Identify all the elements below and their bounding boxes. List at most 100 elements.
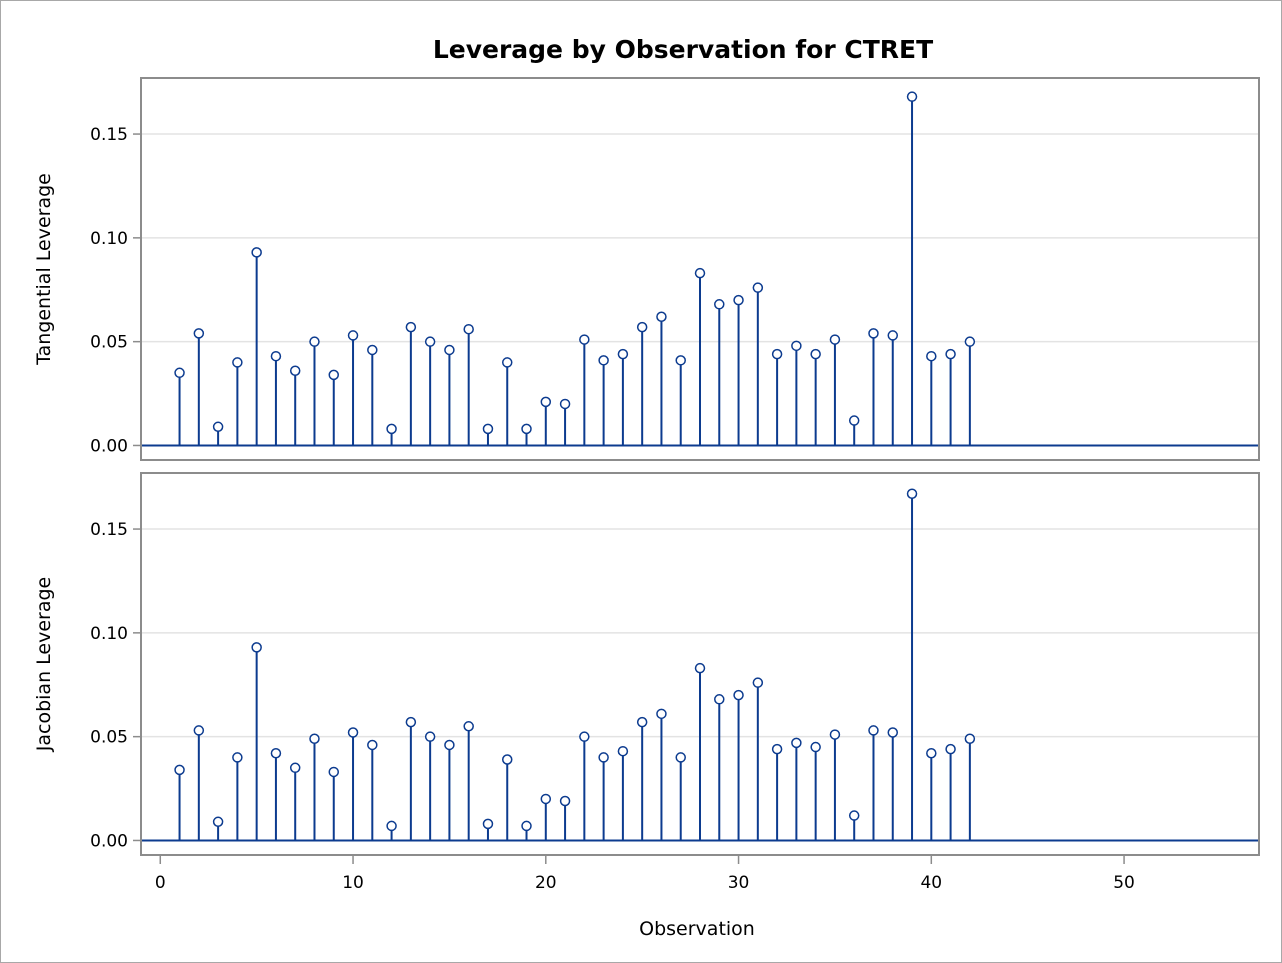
x-tick-label: 20 — [535, 873, 557, 893]
data-point-marker — [212, 421, 224, 433]
data-point-marker — [791, 340, 802, 352]
data-point-marker — [251, 247, 262, 258]
data-point-marker — [579, 334, 590, 345]
y-tick-label: 0.15 — [90, 125, 128, 145]
data-point-marker — [714, 299, 725, 310]
data-point-marker — [945, 348, 956, 360]
data-point-marker — [232, 752, 243, 763]
data-point-marker — [521, 423, 532, 435]
x-tick-label: 30 — [728, 873, 750, 893]
data-point-marker — [328, 766, 340, 778]
y-tick-label: 0.05 — [90, 333, 128, 353]
data-point-marker — [848, 810, 860, 821]
data-point-marker — [771, 348, 783, 360]
data-point-marker — [309, 733, 320, 744]
data-point-marker — [771, 743, 783, 755]
data-point-marker — [752, 282, 764, 293]
data-point-marker — [810, 741, 821, 753]
y-tick-label: 0.00 — [90, 436, 128, 456]
data-point-marker — [444, 344, 455, 356]
data-point-marker — [926, 748, 937, 759]
data-point-marker — [868, 725, 879, 736]
x-tick-label: 10 — [342, 873, 364, 893]
data-point-marker — [347, 330, 359, 341]
data-point-marker — [887, 330, 899, 341]
data-point-marker — [559, 795, 571, 807]
data-point-marker — [289, 762, 301, 774]
data-point-marker — [598, 752, 609, 763]
data-point-marker — [328, 369, 340, 381]
data-point-marker — [251, 642, 262, 653]
data-point-marker — [926, 350, 937, 362]
data-point-marker — [463, 323, 474, 335]
data-point-marker — [714, 694, 725, 705]
data-point-marker — [675, 355, 686, 366]
data-point-marker — [636, 716, 648, 728]
x-axis-label: Observation — [639, 918, 755, 940]
data-point-marker — [482, 818, 494, 830]
jacobian-leverage-panel: 0.00 0.05 0.10 0.15 Jacobian Leverage — [33, 472, 1260, 856]
data-point-marker — [906, 91, 918, 102]
y-axis-label: Tangential Leverage — [33, 173, 55, 366]
data-point-marker — [964, 733, 976, 744]
data-point-marker — [289, 365, 301, 376]
x-tick-label: 50 — [1113, 873, 1135, 893]
data-point-marker — [656, 708, 667, 720]
data-point-marker — [829, 729, 841, 740]
x-tick-label: 40 — [920, 873, 942, 893]
data-point-marker — [309, 336, 320, 347]
data-point-marker — [675, 752, 686, 763]
data-point-marker — [636, 321, 648, 333]
data-point-marker — [424, 731, 436, 742]
data-point-marker — [848, 415, 860, 426]
data-point-marker — [270, 350, 282, 362]
data-point-marker — [270, 748, 282, 759]
data-point-marker — [579, 731, 590, 742]
panel-frame — [140, 472, 1260, 856]
data-point-marker — [791, 737, 802, 749]
x-tick-label: 0 — [155, 873, 166, 893]
data-point-marker — [810, 348, 821, 360]
y-axis-label: Jacobian Leverage — [33, 577, 55, 752]
x-axis: 0 10 20 30 40 50 — [155, 855, 1135, 893]
data-point-marker — [174, 367, 185, 379]
data-point-marker — [656, 311, 667, 322]
data-point-marker — [174, 764, 185, 776]
data-point-marker — [367, 739, 378, 751]
y-tick-label: 0.05 — [90, 728, 128, 748]
panel-frame — [140, 77, 1260, 461]
data-point-marker — [887, 727, 899, 738]
y-tick-label: 0.10 — [90, 624, 128, 644]
data-point-marker — [482, 423, 494, 435]
chart-title: Leverage by Observation for CTRET — [433, 35, 933, 64]
data-point-marker — [193, 725, 205, 736]
data-point-marker — [501, 357, 513, 368]
data-point-marker — [212, 816, 224, 828]
data-point-marker — [540, 793, 552, 805]
data-point-marker — [617, 348, 629, 360]
data-point-marker — [386, 820, 397, 832]
y-tick-label: 0.00 — [90, 831, 128, 851]
data-point-marker — [868, 328, 879, 339]
data-point-marker — [444, 739, 455, 751]
tangential-leverage-panel: 0.00 0.05 0.10 0.15 Tangential Leverage — [33, 77, 1260, 461]
data-point-marker — [617, 745, 629, 757]
data-point-marker — [559, 398, 571, 410]
y-tick-label: 0.10 — [90, 229, 128, 249]
data-point-marker — [386, 423, 397, 435]
data-point-marker — [752, 677, 764, 688]
data-point-marker — [694, 267, 706, 279]
data-point-marker — [521, 820, 532, 832]
data-point-marker — [424, 336, 436, 347]
data-point-marker — [694, 662, 706, 674]
data-point-marker — [347, 727, 359, 738]
data-point-marker — [501, 754, 513, 765]
data-point-marker — [598, 355, 609, 366]
data-point-marker — [463, 721, 474, 732]
y-tick-label: 0.15 — [90, 520, 128, 540]
data-point-marker — [964, 336, 976, 347]
data-point-marker — [367, 344, 378, 356]
data-point-marker — [232, 357, 243, 368]
